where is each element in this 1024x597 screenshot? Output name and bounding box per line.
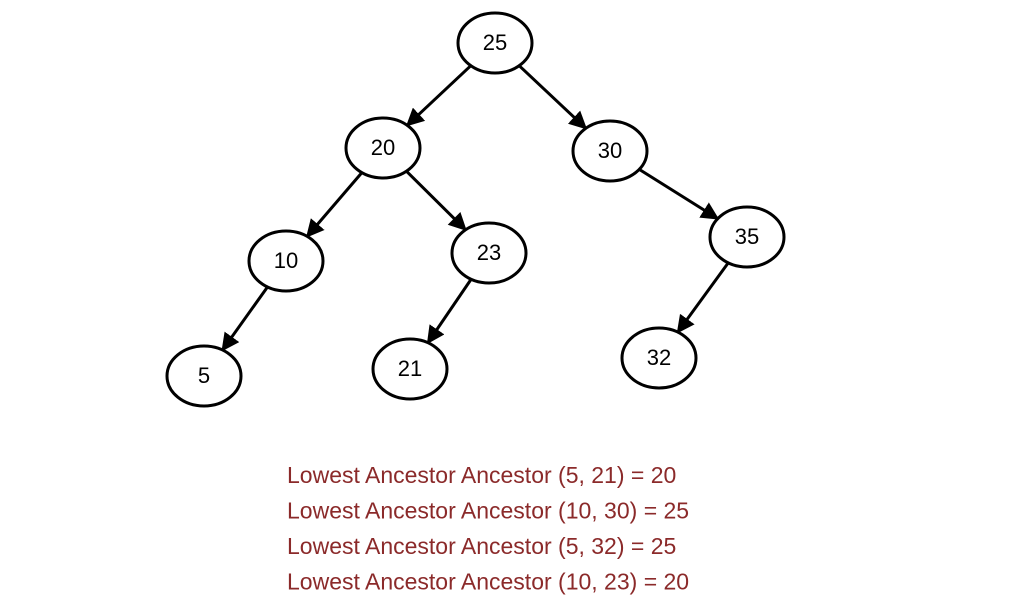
- caption-line: Lowest Ancestor Ancestor (5, 21) = 20: [287, 462, 676, 488]
- tree-node: [708, 205, 786, 269]
- edge-arrow: [676, 261, 730, 334]
- node-label: 21: [398, 356, 422, 381]
- tree-node: [344, 116, 422, 180]
- edge-arrow: [518, 64, 588, 130]
- edge-arrow: [305, 171, 364, 238]
- edge-arrow: [221, 286, 269, 352]
- tree-node: [571, 119, 649, 183]
- node-label: 35: [735, 224, 759, 249]
- caption-line: Lowest Ancestor Ancestor (10, 30) = 25: [287, 498, 689, 524]
- node-label: 32: [647, 345, 671, 370]
- edge-arrow: [638, 168, 720, 220]
- tree-node: [371, 337, 449, 401]
- node-label: 23: [477, 240, 501, 265]
- tree-node: [620, 326, 698, 390]
- caption-line: Lowest Ancestor Ancestor (5, 32) = 25: [287, 533, 676, 559]
- edge-arrow: [405, 170, 467, 232]
- caption-line: Lowest Ancestor Ancestor (10, 23) = 20: [287, 569, 689, 595]
- tree-node: [247, 229, 325, 293]
- node-label: 20: [371, 135, 395, 160]
- edge-arrow: [426, 278, 473, 345]
- node-label: 25: [483, 30, 507, 55]
- node-label: 10: [274, 248, 298, 273]
- tree-node: [165, 344, 243, 408]
- edge-arrow: [405, 64, 472, 127]
- tree-node: [450, 221, 528, 285]
- tree-node: [456, 11, 534, 75]
- node-label: 30: [598, 138, 622, 163]
- node-label: 5: [198, 363, 210, 388]
